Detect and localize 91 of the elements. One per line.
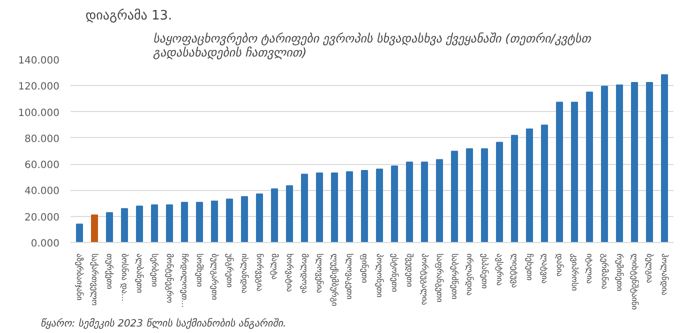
bar <box>106 212 113 242</box>
bar <box>256 194 263 242</box>
bar <box>226 198 233 242</box>
bar <box>481 148 488 242</box>
x-tick-label: მოლდოვა <box>300 254 309 294</box>
x-tick-label: კვიპროსი <box>570 254 579 291</box>
y-tick-label: 120.000 <box>18 82 60 93</box>
bar <box>466 148 473 242</box>
bar <box>316 172 323 242</box>
x-tick-label: ავსტრია <box>495 254 504 286</box>
x-tick-label: ესპანეთი <box>480 254 489 289</box>
bar <box>526 128 533 242</box>
bar <box>586 92 593 242</box>
bar <box>151 204 158 242</box>
y-tick-label: 80.000 <box>24 134 60 145</box>
x-tick-label: საბერძნეთი <box>450 254 459 300</box>
bar <box>91 214 98 242</box>
bar <box>241 196 248 242</box>
text: წყარო: სემეკის 2023 წლის საქმიანობის ანგარიში. <box>40 318 286 330</box>
bar <box>391 166 398 242</box>
y-tick-label: 20.000 <box>24 212 60 224</box>
bar <box>166 204 173 242</box>
x-tick-label: სომხეთი <box>195 254 204 287</box>
x-tick-label: ბოსნია და... <box>120 254 129 302</box>
bar <box>661 74 668 242</box>
bar <box>181 202 188 242</box>
x-tick-label: ჰოლანდია <box>660 254 669 296</box>
x-tick-label: შვედეთი <box>405 254 414 287</box>
text: დიაგრამა 13. <box>86 8 172 24</box>
bar <box>406 162 413 242</box>
y-tick-label: 40.000 <box>24 186 60 198</box>
bar <box>121 208 128 242</box>
x-tick-label: უნგრეთი <box>225 254 234 288</box>
x-tick-label: ბულგარეთი <box>210 254 219 300</box>
x-tick-label: საქართველო <box>90 254 99 306</box>
bar <box>436 159 443 242</box>
x-tick-label: ირლანდია <box>465 254 474 296</box>
bar <box>496 142 503 242</box>
chart-title: საყოფაცხოვრებო ტარიფები ევროპის სხვადასხვა ქვეყანაში (თეთრი/კვტსთ გადასახადების ჩათვლით) <box>153 32 592 60</box>
x-tick-label: ჩრდილოეთ... <box>180 254 189 308</box>
y-tick-label: 0.000 <box>30 238 60 250</box>
y-tick-label: 60.000 <box>24 160 60 172</box>
x-tick-label: სლოვაკეთი <box>345 254 354 300</box>
bar <box>286 185 293 242</box>
bar <box>361 170 368 242</box>
x-tick-label: ლიეტუვა <box>510 254 519 288</box>
x-tick-label: ალბანეთი <box>135 254 144 294</box>
bar <box>301 174 308 242</box>
bar <box>451 150 458 242</box>
bar <box>616 84 623 242</box>
x-tick-label: პორტუგალია <box>420 254 429 306</box>
x-tick-label: ხორვატია <box>285 254 294 292</box>
bar <box>196 202 203 242</box>
bar <box>571 102 578 242</box>
x-tick-label: გერმანია <box>600 254 609 290</box>
x-tick-label: აზერბაიჯანი <box>75 254 84 300</box>
x-tick-label: ჩეხეთი <box>525 254 534 281</box>
x-tick-label: ფინეთი <box>360 254 369 284</box>
bar <box>211 200 218 242</box>
x-tick-label: თურქეთი <box>105 254 114 290</box>
bar <box>271 188 278 242</box>
bar <box>136 206 143 242</box>
x-tick-label: რუმინეთი <box>615 254 624 292</box>
x-tick-label: ისლანდია <box>240 254 249 294</box>
x-tick-label: მონტენეგრო <box>165 254 174 303</box>
x-tick-label: ლატვია <box>540 254 549 284</box>
y-tick-label: 140.000 <box>18 56 60 66</box>
x-tick-label: სლოვენია <box>315 254 324 294</box>
bar <box>556 102 563 242</box>
bar <box>631 82 638 242</box>
x-tick-label: დანია <box>555 254 564 276</box>
x-tick-label: ესტონეთი <box>390 254 399 292</box>
x-tick-label: საფრანგეთი <box>435 254 444 302</box>
bar <box>76 224 83 242</box>
x-tick-label: ლუქსემბურგი <box>330 254 339 306</box>
bar <box>376 168 383 242</box>
bar <box>511 134 518 242</box>
x-tick-label: პოლონეთი <box>375 254 384 298</box>
x-tick-label: ლიხტენშტაინი <box>630 254 639 310</box>
x-tick-label: სერბეთი <box>150 254 159 287</box>
x-tick-label: მალტა <box>270 254 279 280</box>
bar <box>346 171 353 242</box>
bar <box>421 162 428 242</box>
y-tick-label: 100.000 <box>18 108 60 119</box>
bar <box>331 172 338 242</box>
x-tick-label: ბელგია <box>645 254 654 284</box>
bar <box>541 124 548 242</box>
bar <box>646 82 653 242</box>
x-tick-label: ნორვეგია <box>255 254 264 292</box>
x-tick-label: იტალია <box>585 254 594 284</box>
bar <box>601 86 608 242</box>
